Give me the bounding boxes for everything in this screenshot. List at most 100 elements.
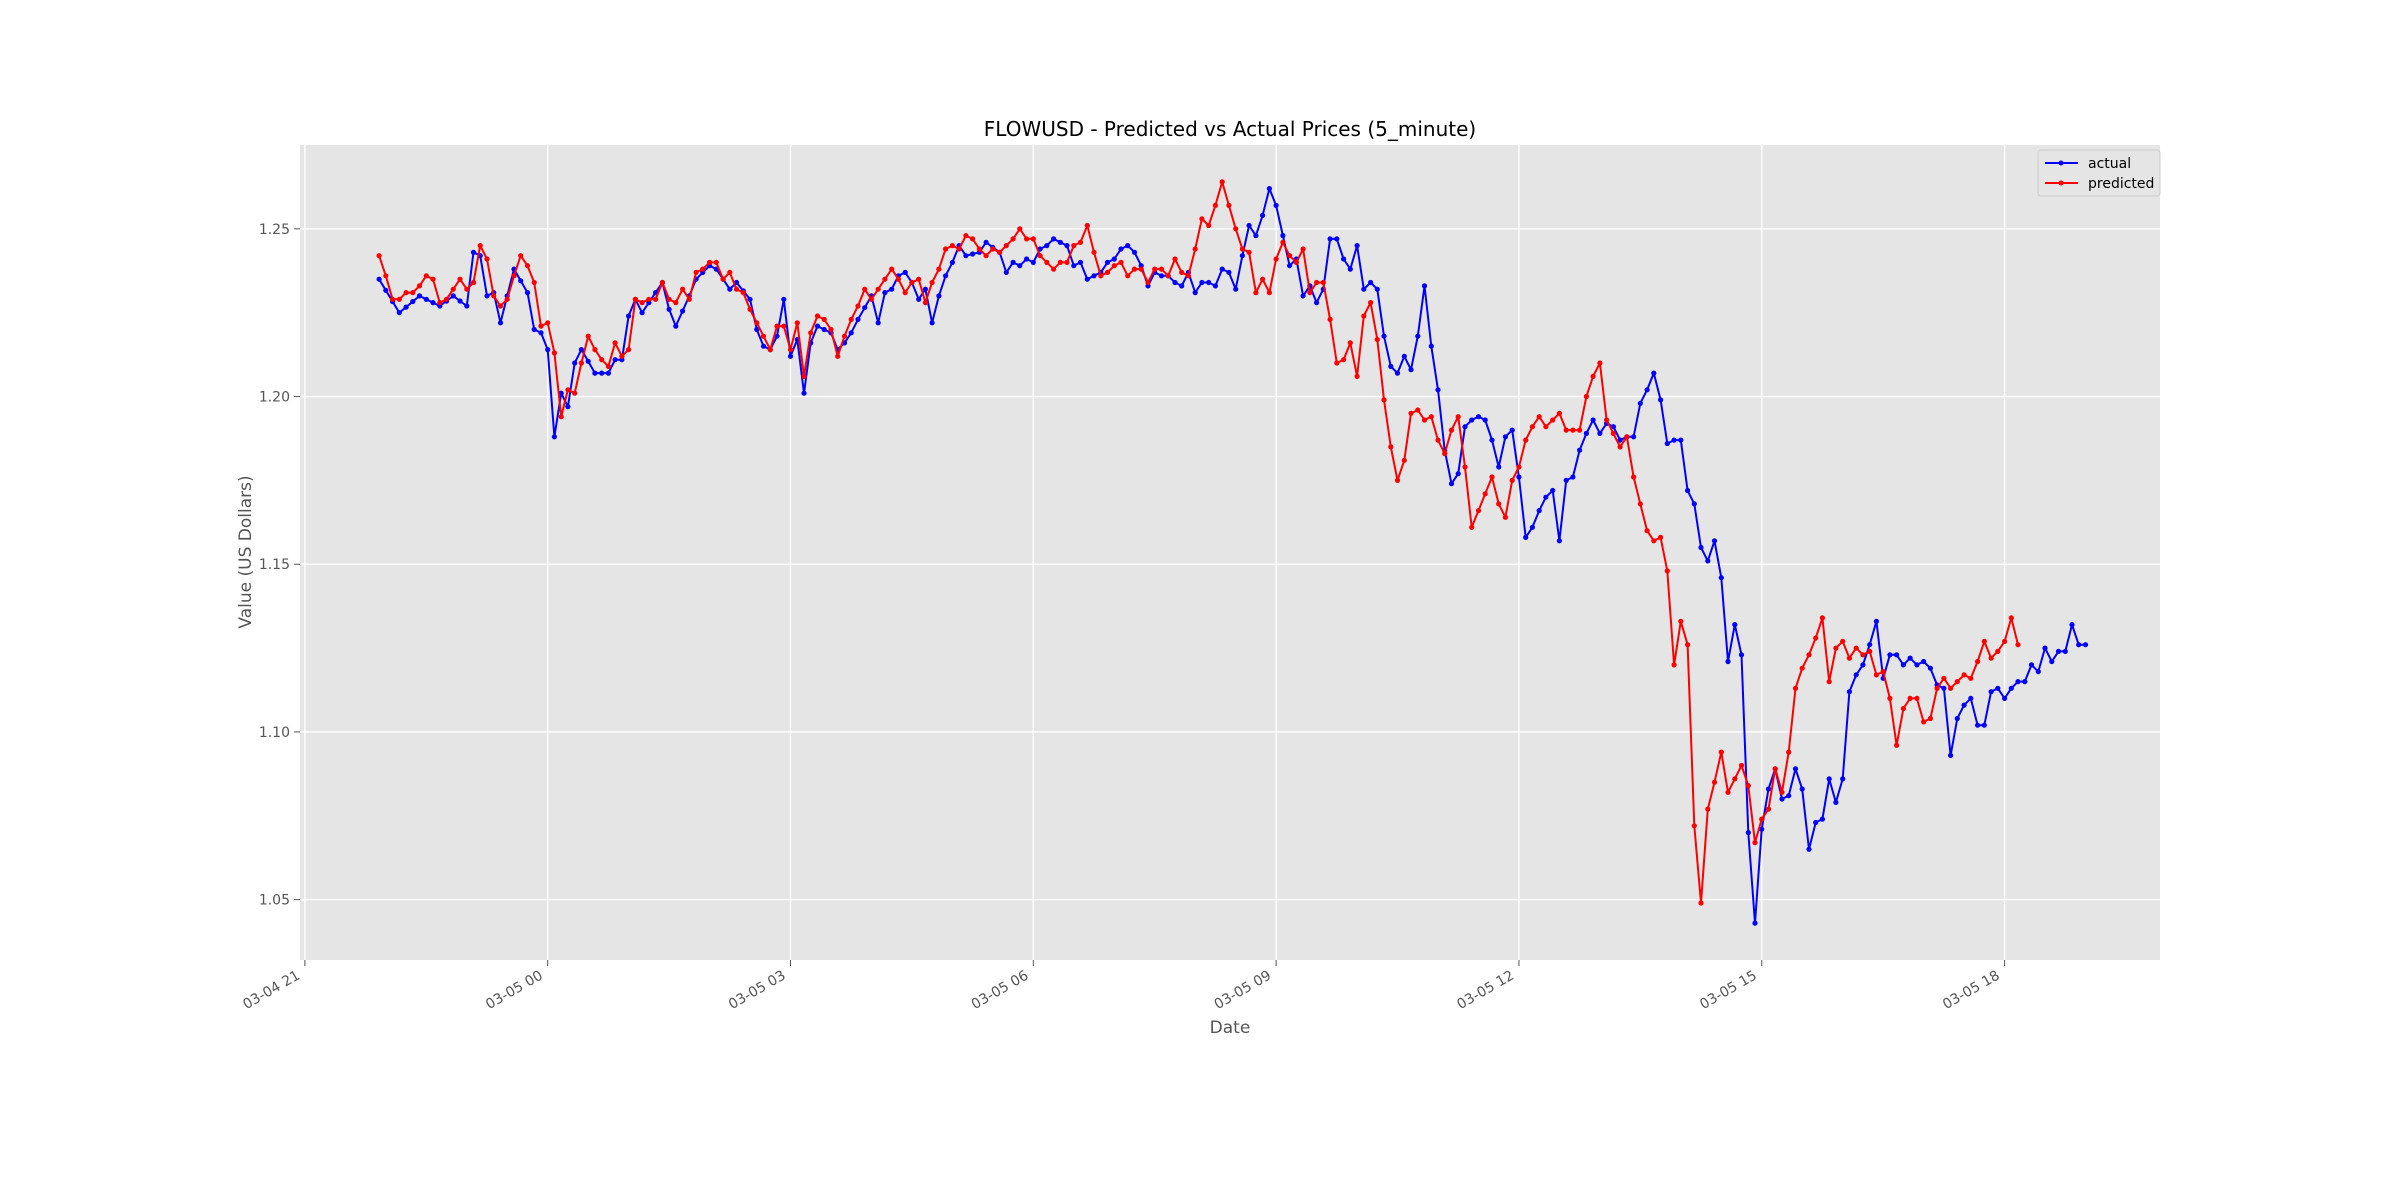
actual-point	[2002, 695, 2008, 702]
actual-point	[1725, 658, 1731, 665]
predicted-point	[1051, 266, 1057, 272]
actual-point	[1644, 387, 1650, 393]
actual-point	[605, 370, 612, 376]
actual-point	[875, 320, 881, 326]
predicted-point	[1071, 243, 1077, 249]
actual-point	[1523, 534, 1529, 541]
x-axis-label: Date	[1210, 1018, 1251, 1038]
predicted-point	[565, 387, 571, 393]
predicted-point	[572, 390, 578, 396]
predicted-point	[848, 316, 854, 322]
actual-point	[1334, 236, 1340, 242]
actual-point	[781, 296, 787, 302]
predicted-point	[1172, 256, 1178, 262]
actual-point	[1813, 819, 1819, 826]
predicted-point	[1044, 259, 1050, 265]
actual-point	[626, 313, 632, 319]
actual-point	[585, 358, 591, 364]
actual-point	[916, 296, 922, 302]
predicted-point	[1786, 749, 1792, 755]
actual-point	[1401, 353, 1407, 359]
predicted-point	[1239, 246, 1245, 252]
actual-point	[1388, 363, 1394, 369]
actual-point	[1894, 652, 1900, 658]
actual-point	[963, 253, 969, 259]
actual-point	[1853, 672, 1859, 678]
actual-point	[538, 330, 544, 336]
actual-point	[862, 305, 868, 311]
actual-point	[1907, 655, 1913, 661]
actual-point	[1988, 689, 1994, 695]
predicted-point	[1698, 900, 1704, 906]
predicted-point	[1624, 434, 1630, 440]
predicted-point	[1469, 524, 1475, 530]
predicted-point	[1685, 642, 1691, 648]
predicted-point	[1165, 273, 1171, 279]
predicted-point	[1125, 273, 1131, 279]
predicted-point	[693, 269, 699, 275]
predicted-point	[1954, 679, 1960, 685]
predicted-point	[1658, 534, 1664, 541]
predicted-point	[666, 296, 672, 302]
actual-point	[1199, 279, 1205, 286]
actual-point	[1489, 437, 1495, 443]
predicted-point	[470, 279, 477, 286]
actual-point	[1368, 279, 1374, 286]
actual-point	[1131, 249, 1138, 255]
predicted-point	[1792, 685, 1799, 691]
actual-point	[1685, 487, 1691, 494]
predicted-point	[1212, 202, 1218, 208]
predicted-point	[1819, 615, 1825, 621]
actual-point	[1064, 243, 1070, 249]
predicted-point	[997, 249, 1003, 255]
actual-point	[1118, 246, 1124, 252]
actual-point	[1887, 652, 1893, 658]
predicted-point	[1300, 246, 1306, 252]
actual-point	[1287, 263, 1293, 269]
actual-point	[2015, 679, 2021, 685]
x-tick-label: 03-05 00	[483, 968, 546, 1013]
actual-point	[1415, 333, 1421, 339]
actual-point	[1529, 524, 1535, 530]
predicted-point	[605, 363, 612, 369]
predicted-point	[504, 296, 510, 302]
actual-point	[1496, 464, 1502, 470]
actual-point	[848, 330, 854, 336]
predicted-point	[578, 360, 585, 366]
predicted-point	[1846, 655, 1852, 661]
y-tick-label: 1.25	[259, 222, 290, 238]
actual-point	[2069, 622, 2075, 628]
predicted-point	[868, 296, 875, 302]
actual-point	[1024, 256, 1030, 262]
predicted-point	[1691, 823, 1697, 829]
predicted-point	[1826, 679, 1832, 685]
actual-point	[572, 360, 578, 366]
actual-point	[1583, 430, 1589, 436]
actual-point	[1995, 685, 2001, 691]
actual-point	[936, 293, 942, 299]
predicted-point	[1961, 672, 1967, 678]
actual-point	[1361, 286, 1367, 292]
predicted-point	[1280, 239, 1286, 245]
actual-point	[1394, 370, 1401, 376]
predicted-point	[538, 323, 544, 329]
grid-lines	[300, 145, 2160, 960]
predicted-point	[1745, 783, 1751, 789]
predicted-point	[1077, 239, 1084, 245]
actual-point	[1631, 434, 1637, 440]
predicted-point	[1307, 290, 1313, 296]
actual-point	[1671, 437, 1677, 443]
predicted-point	[875, 286, 881, 292]
predicted-point	[1266, 290, 1272, 296]
actual-point	[1125, 243, 1131, 249]
actual-point	[2082, 642, 2089, 648]
predicted-point	[1354, 373, 1360, 379]
predicted-point	[1192, 246, 1198, 252]
actual-point	[1233, 286, 1239, 292]
actual-point	[1556, 538, 1562, 544]
predicted-point	[1550, 417, 1556, 423]
actual-point	[1206, 279, 1212, 286]
actual-point	[1941, 685, 1947, 691]
predicted-point	[727, 269, 733, 275]
predicted-point	[1131, 266, 1138, 272]
